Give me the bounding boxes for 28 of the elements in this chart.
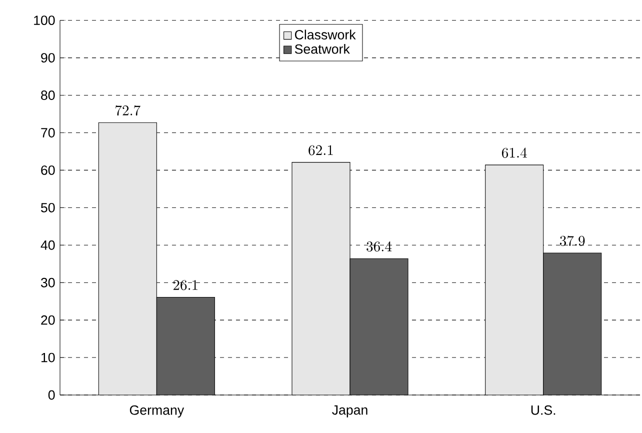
- y-tick-label: 20: [41, 315, 55, 325]
- y-tick-label: 30: [40, 278, 55, 288]
- x-tick-label: Japan: [332, 405, 368, 418]
- y-tick-label: 40: [40, 240, 55, 250]
- data-label: 61 .4: [502, 148, 527, 158]
- y-tick-label: 90: [41, 53, 55, 63]
- data-label: 37.9: [560, 236, 585, 246]
- bar: [292, 162, 350, 395]
- y-tick-label: 60: [41, 165, 55, 175]
- data-label: 72.7: [116, 105, 140, 116]
- y-tick-label: 100: [34, 16, 55, 26]
- y-tick-label: 70: [41, 128, 55, 138]
- bar: [350, 258, 408, 395]
- x-tick-label: Germany: [130, 405, 184, 418]
- bar: [98, 122, 157, 395]
- data-label: 26. 1: [173, 280, 198, 290]
- y-tick-label: 0: [48, 390, 55, 400]
- bar: [543, 252, 602, 395]
- y-tick-label: 80: [41, 90, 55, 100]
- data-label: 36.4: [366, 241, 392, 252]
- legend-label: Seatwork: [294, 44, 350, 54]
- x-tick-label: U.S.: [531, 405, 556, 415]
- bar: [485, 164, 544, 395]
- y-tick-label: 10: [41, 352, 55, 362]
- y-tick-label: 50: [41, 202, 55, 212]
- legend-label: Classwork: [294, 30, 356, 40]
- data-label: 62. 1: [308, 145, 333, 156]
- bar: [156, 297, 215, 395]
